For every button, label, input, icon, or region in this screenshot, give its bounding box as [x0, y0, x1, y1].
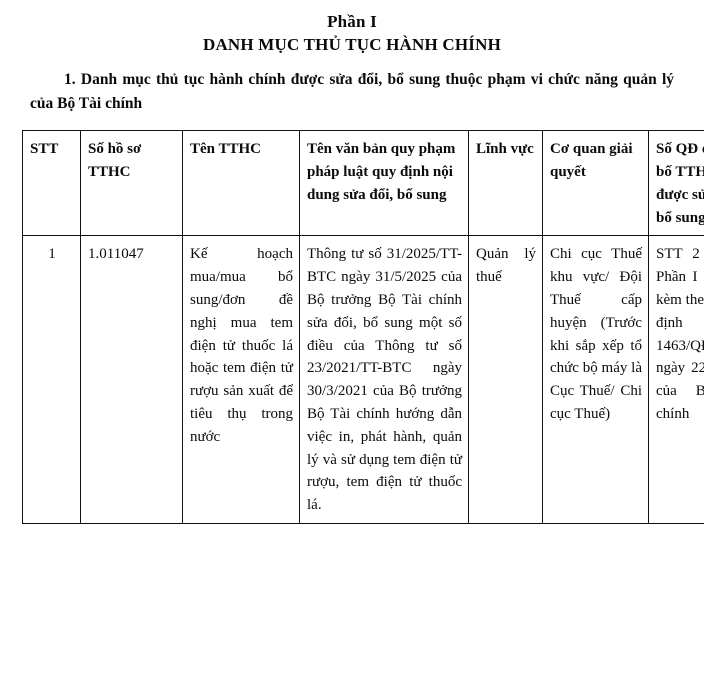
document-title: DANH MỤC THỦ TỤC HÀNH CHÍNH: [202, 35, 502, 55]
column-header-linh-vuc: Lĩnh vực: [468, 130, 543, 237]
cell-so-qd: STT 2 Mục I Phần I Phụ lục kèm theo Quyế…: [648, 235, 704, 524]
column-header-ten-van-ban: Tên văn bản quy phạm pháp luật quy định …: [299, 130, 469, 237]
column-header-so-qd: Số QĐ đã công bố TTHC được sửa đổi, bổ s…: [648, 130, 704, 237]
column-header-co-quan-giai-quyet: Cơ quan giải quyết: [542, 130, 649, 237]
administrative-procedures-table: STT Số hồ sơ TTHC Tên TTHC Tên văn bản q…: [22, 130, 704, 524]
cell-ten-van-ban: Thông tư số 31/2025/TT-BTC ngày 31/5/202…: [299, 235, 469, 524]
cell-so-ho-so: 1.011047: [80, 235, 183, 524]
cell-linh-vuc: Quản lý thuế: [468, 235, 543, 524]
column-header-so-ho-so-tthc: Số hồ sơ TTHC: [80, 130, 183, 237]
cell-stt: 1: [22, 235, 81, 524]
table-header-row: STT Số hồ sơ TTHC Tên TTHC Tên văn bản q…: [22, 130, 704, 237]
column-header-stt: STT: [22, 130, 81, 237]
table-row: 1 1.011047 Kế hoạch mua/mua bổ sung/đơn …: [22, 235, 704, 524]
cell-co-quan: Chi cục Thuế khu vực/ Đội Thuế cấp huyện…: [542, 235, 649, 524]
part-label: Phần I: [327, 12, 377, 31]
cell-ten-tthc: Kế hoạch mua/mua bổ sung/đơn đề nghị mua…: [182, 235, 300, 524]
column-header-ten-tthc: Tên TTHC: [182, 130, 300, 237]
section-heading: 1. Danh mục thủ tục hành chính được sửa …: [30, 71, 674, 113]
